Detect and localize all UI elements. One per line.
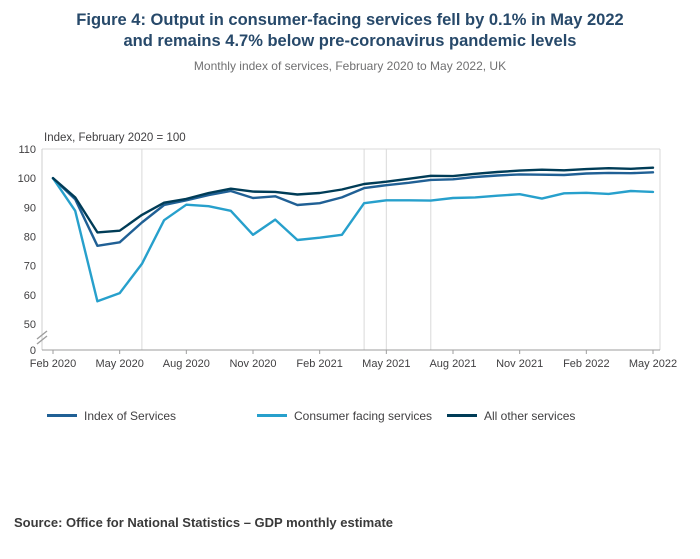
legend-label-all-other-services: All other services <box>484 408 576 423</box>
x-tick-label: Nov 2020 <box>229 358 276 370</box>
axis-break-mark <box>36 335 48 345</box>
x-tick-label: Aug 2021 <box>429 358 476 370</box>
y-tick-label: 110 <box>18 144 36 156</box>
y-tick-label: 0 <box>30 345 36 357</box>
legend-label-consumer-facing-services: Consumer facing services <box>294 408 433 423</box>
y-tick-label: 60 <box>24 290 36 302</box>
chart-area: 110 100 90 80 70 60 50 0 Feb 2020 May 2020 Aug 202… <box>0 127 700 375</box>
x-tick-label: May 2020 <box>96 358 144 370</box>
series-line-consumer-facing-services <box>51 176 655 303</box>
legend-swatch-index-of-services <box>47 414 77 418</box>
legend-swatch-all-other-services <box>447 414 477 418</box>
y-tick-label: 50 <box>24 319 36 331</box>
y-tick-label: 90 <box>24 202 36 214</box>
chart-legend: Index of Services Consumer facing servic… <box>0 409 700 427</box>
y-tick-label: 100 <box>18 173 36 185</box>
y-tick-label: 70 <box>24 261 36 273</box>
x-tick-label: Nov 2021 <box>496 358 543 370</box>
legend-label-index-of-services: Index of Services <box>84 408 177 423</box>
x-tick-label: Feb 2022 <box>563 358 609 370</box>
legend-swatch-consumer-facing-services <box>257 414 287 418</box>
x-tick-label: May 2021 <box>362 358 410 370</box>
legend-item-index-of-services: Index of Services <box>47 409 176 423</box>
figure-subtitle: Monthly index of services, February 2020… <box>193 58 507 73</box>
x-tick-label: Feb 2020 <box>30 358 76 370</box>
source-text: Source: Office for National Statistics –… <box>14 514 394 530</box>
axis-note: Index, February 2020 = 100 <box>44 132 186 144</box>
series-line-all-other-services <box>51 166 655 234</box>
x-tick-label: Feb 2021 <box>296 358 342 370</box>
x-tick-label: Aug 2020 <box>163 358 210 370</box>
legend-item-consumer-facing-services: Consumer facing services <box>257 409 432 423</box>
legend-item-all-other-services: All other services <box>447 409 575 423</box>
x-tick-label: May 2022 <box>629 358 677 370</box>
axis-break-mark <box>36 330 48 340</box>
figure-title: Figure 4: Output in consumer-facing serv… <box>76 11 624 51</box>
y-tick-label: 80 <box>24 231 36 243</box>
series-line-index-of-services <box>51 170 655 247</box>
